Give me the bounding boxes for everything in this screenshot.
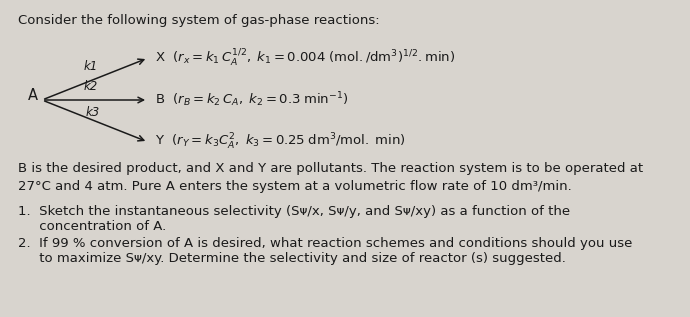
Text: A: A	[28, 87, 38, 102]
Text: B  $(r_B = k_2\,C_A,\; k_2 = 0.3\;\mathrm{min^{-1}})$: B $(r_B = k_2\,C_A,\; k_2 = 0.3\;\mathrm…	[155, 91, 348, 109]
Text: k1: k1	[84, 60, 98, 73]
Text: 2.  If 99 % conversion of A is desired, what reaction schemes and conditions sho: 2. If 99 % conversion of A is desired, w…	[18, 237, 632, 250]
Text: to maximize Sᴪ/xy. Determine the selectivity and size of reactor (s) suggested.: to maximize Sᴪ/xy. Determine the selecti…	[18, 252, 566, 265]
Text: k2: k2	[84, 80, 98, 93]
Text: 1.  Sketch the instantaneous selectivity (Sᴪ/x, Sᴪ/y, and Sᴪ/xy) as a function o: 1. Sketch the instantaneous selectivity …	[18, 205, 570, 218]
Text: concentration of A.: concentration of A.	[18, 220, 166, 233]
Text: Y  $(r_Y = k_3 C_A^2,\; k_3 = 0.25\;\mathrm{dm^3/mol.\;min})$: Y $(r_Y = k_3 C_A^2,\; k_3 = 0.25\;\math…	[155, 132, 406, 152]
Text: Consider the following system of gas-phase reactions:: Consider the following system of gas-pha…	[18, 14, 380, 27]
Text: X  $(r_x = k_1\,C_A^{1/2},\; k_1 = 0.004\;\mathrm{(mol./dm^3)^{1/2}.min})$: X $(r_x = k_1\,C_A^{1/2},\; k_1 = 0.004\…	[155, 48, 455, 68]
Text: k3: k3	[86, 106, 100, 119]
Text: B is the desired product, and X and Y are pollutants. The reaction system is to : B is the desired product, and X and Y ar…	[18, 162, 643, 193]
